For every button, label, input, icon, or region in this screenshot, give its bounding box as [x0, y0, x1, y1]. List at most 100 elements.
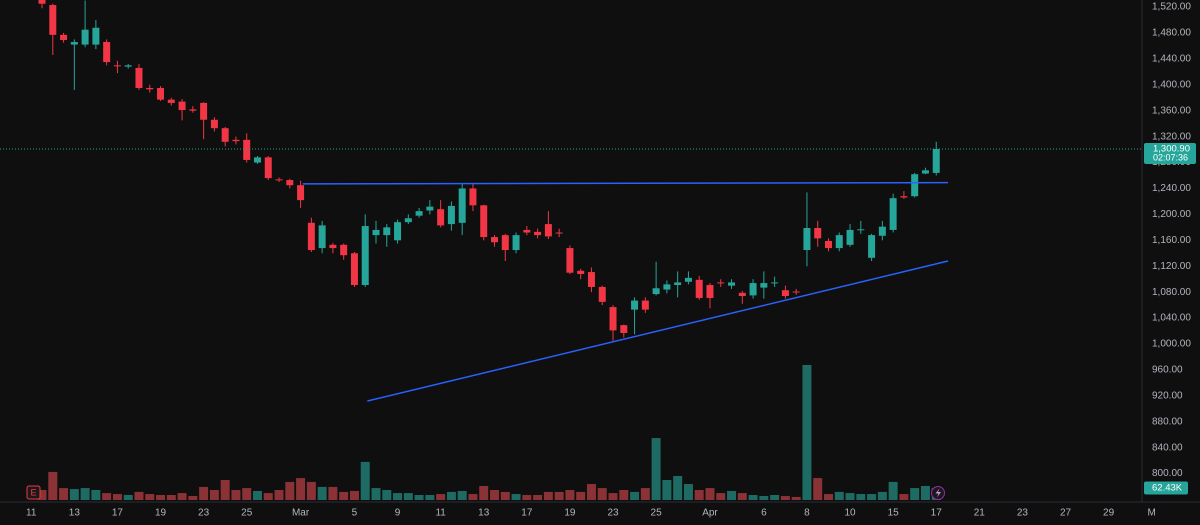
volume-bar — [856, 494, 866, 500]
volume-bar — [791, 496, 801, 500]
volume-bar — [112, 494, 122, 500]
candle-body — [577, 270, 585, 274]
x-tick-label: 19 — [155, 508, 167, 519]
volume-bar — [490, 490, 500, 500]
candle-body — [641, 300, 649, 310]
volume-bar — [737, 493, 747, 500]
volume-bar — [188, 495, 198, 500]
trend-line — [367, 260, 949, 402]
volume-bar — [608, 493, 618, 500]
volume-bar — [436, 494, 446, 500]
y-tick-label: 1,040.00 — [1152, 313, 1191, 324]
candle-body — [684, 277, 692, 282]
volume-bar — [296, 478, 306, 500]
x-tick-label: 9 — [395, 508, 401, 519]
x-tick-label: 27 — [1060, 508, 1072, 519]
volume-bar — [630, 491, 640, 500]
volume-bar — [640, 488, 650, 500]
volume-bar — [662, 480, 672, 500]
volume-bar — [37, 490, 47, 500]
volume-bar — [910, 488, 920, 500]
candle-body — [350, 253, 358, 286]
candle-body — [706, 285, 714, 298]
volume-bar — [888, 481, 898, 500]
volume-bar — [522, 495, 532, 500]
candle-body — [534, 231, 542, 236]
x-tick-label: 10 — [844, 508, 856, 519]
candle-body — [146, 88, 154, 90]
volume-bar — [242, 488, 252, 500]
axes: 1,520.00 1,480.00 1,440.00 1,400.00 1,360.00… — [26, 2, 1196, 519]
candle-body — [60, 34, 68, 41]
candle-body — [92, 27, 100, 45]
candle-body — [544, 224, 552, 237]
x-tick-label: 17 — [931, 508, 943, 519]
candle-body — [103, 41, 111, 63]
volume-bar — [231, 490, 241, 500]
volume-bar — [770, 495, 780, 500]
candle-body — [178, 101, 186, 111]
y-tick-label: 1,360.00 — [1152, 105, 1191, 116]
y-tick-label: 1,200.00 — [1152, 209, 1191, 220]
volume-bar — [69, 489, 79, 500]
candle-body — [361, 226, 369, 286]
volume-bar — [425, 495, 435, 500]
candle-body — [157, 88, 165, 100]
candle-body — [297, 185, 305, 201]
volume-bar — [220, 480, 230, 500]
volume-bar — [91, 490, 101, 500]
candle-body — [846, 229, 854, 245]
volume-bar — [619, 490, 629, 500]
candle-body — [512, 235, 520, 251]
candle-body — [814, 227, 822, 239]
candle-body — [38, 0, 46, 4]
volume-bar — [867, 494, 877, 500]
y-tick-label: 1,120.00 — [1152, 261, 1191, 272]
y-tick-label: 800.00 — [1152, 468, 1183, 479]
volume-bar — [360, 461, 370, 500]
volume-bar — [554, 491, 564, 500]
y-tick-label: 920.00 — [1152, 390, 1183, 401]
volume-bar — [177, 493, 187, 500]
volume-bar — [813, 478, 823, 500]
volume-bar — [899, 494, 909, 500]
volume-bar — [328, 486, 338, 500]
candle-body — [113, 65, 121, 67]
volume-bar — [920, 485, 930, 500]
candle-body — [921, 170, 929, 174]
volume-bar — [500, 491, 510, 500]
candle-body — [792, 291, 800, 293]
x-tick-label: 17 — [112, 508, 124, 519]
candle-body — [609, 307, 617, 331]
y-tick-label: 960.00 — [1152, 365, 1183, 376]
volume-bar — [349, 490, 359, 500]
last-price-tag — [1144, 142, 1196, 164]
volume-bar — [716, 493, 726, 500]
volume-bar — [59, 488, 69, 500]
candle-body — [480, 205, 488, 238]
volume-bar — [123, 495, 133, 500]
volume-bar — [479, 485, 489, 500]
x-tick-label: 23 — [198, 508, 210, 519]
candle-body — [598, 286, 606, 302]
volume-bar — [543, 491, 553, 500]
x-tick-label: Mar — [292, 508, 310, 519]
x-tick-label: M — [1148, 508, 1156, 519]
event-badge[interactable] — [26, 485, 41, 500]
candle-body — [243, 139, 251, 160]
volume-bar — [845, 493, 855, 500]
volume-bar — [306, 481, 316, 500]
candle-body — [329, 244, 337, 249]
volume-bar — [823, 494, 833, 500]
candle-body — [210, 119, 218, 129]
x-tick-label: Apr — [702, 508, 718, 519]
volume-bar — [748, 495, 758, 500]
x-tick-label: 29 — [1103, 508, 1115, 519]
volume-bar — [673, 475, 683, 500]
candle-body — [781, 290, 789, 297]
trend-line — [302, 181, 949, 185]
candle-body — [167, 99, 175, 103]
candle-body — [200, 102, 208, 120]
